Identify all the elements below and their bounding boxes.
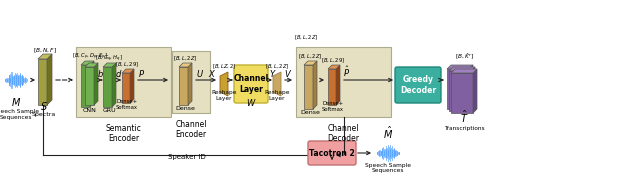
Text: $[B,C_p,D_p,E_p]$: $[B,C_p,D_p,E_p]$ xyxy=(72,52,108,62)
Polygon shape xyxy=(122,73,130,103)
Polygon shape xyxy=(85,63,98,67)
Polygon shape xyxy=(81,61,94,65)
Polygon shape xyxy=(122,69,134,73)
Polygon shape xyxy=(220,72,228,96)
Text: Semantic
Encoder: Semantic Encoder xyxy=(106,124,141,143)
Text: $\mathbf{\mathit{Y}}$: $\mathbf{\mathit{Y}}$ xyxy=(269,68,276,79)
Polygon shape xyxy=(179,67,188,105)
Text: Reshape
Layer: Reshape Layer xyxy=(211,90,237,101)
Text: GRU: GRU xyxy=(102,108,116,113)
Text: $[B,G_q,H_q]$: $[B,G_q,H_q]$ xyxy=(95,54,123,64)
Text: $[B,L,2Z]$: $[B,L,2Z]$ xyxy=(265,62,289,71)
Text: $\mathbf{\mathit{S}}$: $\mathbf{\mathit{S}}$ xyxy=(40,100,47,112)
Text: $\mathbf{\mathit{W}}$: $\mathbf{\mathit{W}}$ xyxy=(246,97,256,108)
Text: Dense+
Softmax: Dense+ Softmax xyxy=(322,101,344,112)
FancyBboxPatch shape xyxy=(395,67,441,103)
Polygon shape xyxy=(94,63,98,105)
Polygon shape xyxy=(112,63,116,107)
Text: $[B,L,29]$: $[B,L,29]$ xyxy=(115,60,139,69)
Text: $\hat{P}$: $\hat{P}$ xyxy=(343,64,350,79)
FancyBboxPatch shape xyxy=(76,47,171,117)
FancyBboxPatch shape xyxy=(172,51,210,113)
Polygon shape xyxy=(38,54,52,59)
Text: Sequences: Sequences xyxy=(372,168,404,173)
Text: Reshape
Layer: Reshape Layer xyxy=(264,90,290,101)
Polygon shape xyxy=(81,65,90,107)
Text: Dense: Dense xyxy=(175,106,195,111)
Text: Spectra: Spectra xyxy=(31,112,56,117)
Polygon shape xyxy=(188,63,192,105)
Text: $\mathbf{\mathit{X}}$: $\mathbf{\mathit{X}}$ xyxy=(208,68,216,79)
Polygon shape xyxy=(103,63,116,67)
Polygon shape xyxy=(179,63,192,67)
Text: $[B,L,2Z]$: $[B,L,2Z]$ xyxy=(173,54,197,63)
Text: $U$: $U$ xyxy=(196,68,204,79)
FancyBboxPatch shape xyxy=(234,65,268,103)
Polygon shape xyxy=(38,59,47,105)
Polygon shape xyxy=(130,69,134,103)
Text: Tacotron 2: Tacotron 2 xyxy=(309,149,355,158)
Text: CNN: CNN xyxy=(83,108,97,113)
Polygon shape xyxy=(449,71,471,111)
Polygon shape xyxy=(90,61,94,107)
Text: $\hat{T}$: $\hat{T}$ xyxy=(460,109,468,125)
Text: Speaker ID: Speaker ID xyxy=(168,154,206,160)
Polygon shape xyxy=(304,65,313,109)
Polygon shape xyxy=(451,73,473,113)
Text: Channel
Encoder: Channel Encoder xyxy=(175,120,207,139)
Text: Channel
Decoder: Channel Decoder xyxy=(328,124,360,143)
Polygon shape xyxy=(313,61,317,109)
Polygon shape xyxy=(328,69,336,105)
Polygon shape xyxy=(447,69,469,109)
Text: Transcriptions: Transcriptions xyxy=(444,126,484,131)
Text: $[B,N,F]$: $[B,N,F]$ xyxy=(33,46,57,55)
Text: Sequences: Sequences xyxy=(0,115,32,120)
Text: $\mathbf{\mathit{M}}$: $\mathbf{\mathit{M}}$ xyxy=(11,96,21,108)
Text: Greedy
Decoder: Greedy Decoder xyxy=(400,75,436,95)
Polygon shape xyxy=(103,67,112,107)
Polygon shape xyxy=(447,65,473,69)
Text: $b$: $b$ xyxy=(97,68,104,79)
Polygon shape xyxy=(451,69,477,73)
Text: Speech Sample: Speech Sample xyxy=(365,163,411,168)
Text: $[B,L,2Z]$: $[B,L,2Z]$ xyxy=(298,52,323,61)
Text: $[B,L,2Z]$: $[B,L,2Z]$ xyxy=(294,33,318,42)
Polygon shape xyxy=(328,65,340,69)
Text: $[B,L,29]$: $[B,L,29]$ xyxy=(321,56,345,65)
Text: $[B,\hat{K}^r]$: $[B,\hat{K}^r]$ xyxy=(454,52,474,62)
Polygon shape xyxy=(473,69,477,113)
Polygon shape xyxy=(304,61,317,65)
Polygon shape xyxy=(449,67,475,71)
Text: $[B,LZ,2]$: $[B,LZ,2]$ xyxy=(212,62,236,71)
Polygon shape xyxy=(85,67,94,105)
Text: Dense: Dense xyxy=(300,110,320,115)
Polygon shape xyxy=(47,54,52,105)
Polygon shape xyxy=(336,65,340,105)
Text: $\mathbf{\mathit{V}}$: $\mathbf{\mathit{V}}$ xyxy=(284,68,292,79)
Text: $\hat{M}$: $\hat{M}$ xyxy=(383,125,393,141)
Text: $P$: $P$ xyxy=(138,68,145,79)
FancyBboxPatch shape xyxy=(308,141,356,165)
Polygon shape xyxy=(471,67,475,111)
Text: $d$: $d$ xyxy=(115,68,123,79)
FancyBboxPatch shape xyxy=(296,47,391,117)
Polygon shape xyxy=(273,72,281,96)
Text: Dense+
Softmax: Dense+ Softmax xyxy=(116,99,138,110)
Text: Speech Sample: Speech Sample xyxy=(0,109,39,114)
Polygon shape xyxy=(469,65,473,109)
Text: Channel
Layer: Channel Layer xyxy=(234,74,269,94)
